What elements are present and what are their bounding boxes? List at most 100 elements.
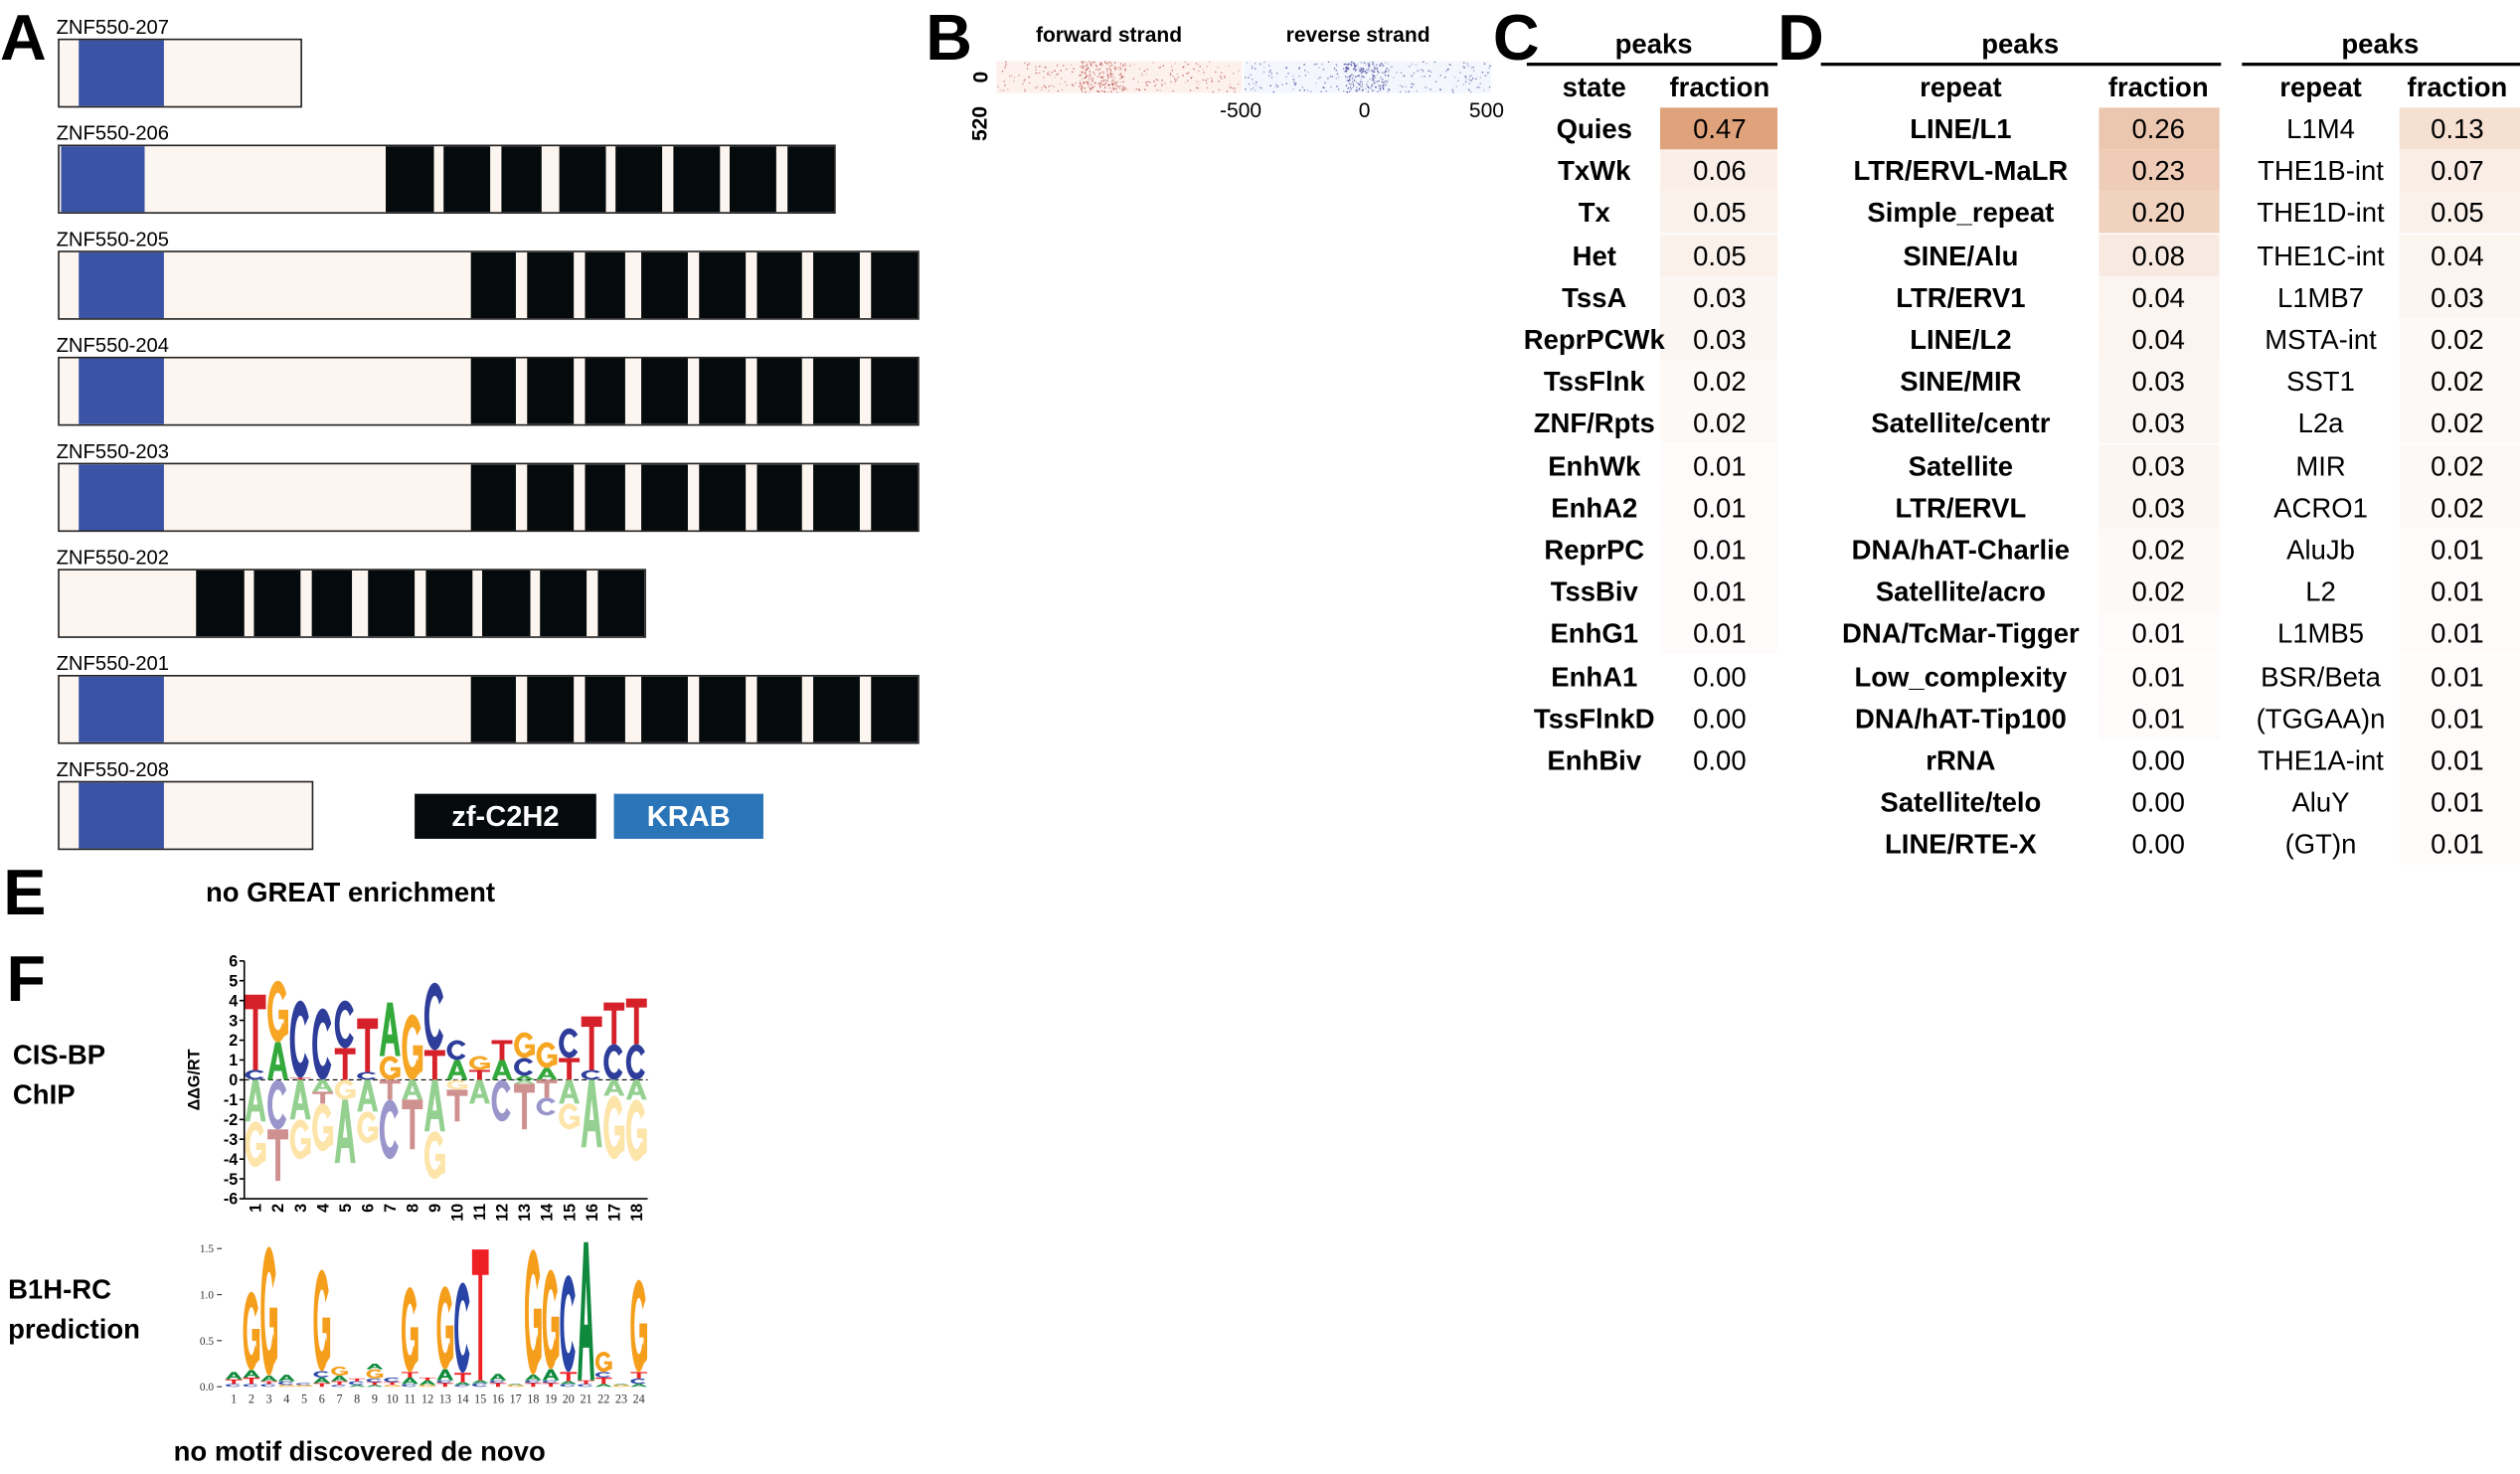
read-mark xyxy=(1352,81,1354,82)
row-label: MIR xyxy=(2295,450,2346,482)
read-mark xyxy=(1072,84,1075,86)
logo-letter-T xyxy=(402,1099,423,1150)
b1h-motif-logo: 1.51.00.50.01 2 3 4 5 6 7 8 9 10 11 12 13 14 15 16 17 18 1… xyxy=(200,1241,648,1405)
read-mark xyxy=(1463,67,1465,69)
read-mark xyxy=(1345,76,1347,78)
fraction-heat-cell xyxy=(1660,528,1778,571)
logo-letter-G xyxy=(419,1385,436,1388)
fraction-heat-cell xyxy=(2399,612,2520,655)
krab-domain xyxy=(79,251,164,319)
logo-letter-T xyxy=(225,1379,243,1385)
read-mark xyxy=(1043,77,1045,79)
read-mark xyxy=(1424,86,1427,88)
read-mark xyxy=(1387,63,1389,65)
read-mark xyxy=(1315,82,1317,84)
logo-letter-G xyxy=(446,1079,468,1090)
logo-letter-C xyxy=(489,1380,505,1384)
row-label: SST1 xyxy=(2286,366,2355,398)
fraction-value: 0.00 xyxy=(1693,745,1747,776)
read-mark xyxy=(1198,70,1200,73)
x-tick-label: 12 xyxy=(494,1204,512,1222)
row-label: Het xyxy=(1572,240,1616,271)
read-mark xyxy=(1347,75,1350,78)
read-mark xyxy=(1111,83,1114,85)
read-mark xyxy=(1352,75,1354,77)
read-mark xyxy=(1433,61,1436,64)
read-mark xyxy=(1112,81,1114,82)
x-tick-label: 2 xyxy=(249,1392,254,1405)
logo-letter-G xyxy=(313,1269,331,1372)
logo-letter-G xyxy=(295,1385,313,1388)
read-mark xyxy=(1359,83,1361,85)
read-mark xyxy=(1102,71,1104,73)
logo-letter-A xyxy=(436,1369,454,1381)
zf-linker xyxy=(472,570,483,637)
row-label: Satellite/centr xyxy=(1871,409,2051,439)
read-mark xyxy=(1447,68,1449,71)
protein-bar xyxy=(58,356,920,426)
panel-label-b: B xyxy=(925,3,972,75)
read-mark xyxy=(1364,70,1367,73)
x-tick-minus-500: -500 xyxy=(1220,97,1262,122)
read-mark xyxy=(1371,84,1373,86)
logo-letter-C xyxy=(401,1384,418,1388)
read-mark xyxy=(1119,67,1121,69)
read-mark xyxy=(1373,70,1375,73)
read-mark xyxy=(1119,78,1121,80)
logo-letter-T xyxy=(243,1377,260,1385)
fraction-value: 0.01 xyxy=(1693,619,1747,650)
read-mark xyxy=(1189,89,1192,91)
fraction-value: 0.03 xyxy=(2131,409,2185,439)
read-mark xyxy=(1102,81,1104,82)
read-mark xyxy=(1347,64,1349,67)
read-mark xyxy=(1260,86,1262,89)
group-header: peaks xyxy=(1981,29,2060,60)
read-mark xyxy=(1029,82,1031,84)
read-mark xyxy=(1373,79,1375,81)
logo-letter-T xyxy=(379,1079,401,1100)
read-mark xyxy=(1382,83,1385,86)
logo-letter-A xyxy=(612,1384,630,1386)
y-tick-label: 3 xyxy=(229,1012,238,1030)
read-mark xyxy=(1386,68,1388,70)
read-mark xyxy=(1089,80,1091,82)
zf-linker xyxy=(687,676,700,742)
read-mark xyxy=(1396,72,1398,74)
read-mark xyxy=(1024,88,1026,90)
read-mark xyxy=(1448,64,1450,66)
read-mark xyxy=(1169,75,1172,77)
read-mark xyxy=(1089,70,1092,73)
read-mark xyxy=(1226,90,1229,92)
fraction-value: 0.02 xyxy=(2431,409,2484,439)
read-mark xyxy=(1357,75,1359,78)
logo-letter-G xyxy=(625,1099,647,1162)
read-mark xyxy=(1093,84,1095,87)
read-mark xyxy=(1054,70,1056,73)
logo-letter-C xyxy=(260,1384,276,1388)
read-mark xyxy=(1117,69,1120,71)
read-mark xyxy=(1428,75,1431,78)
logo-letter-T xyxy=(245,994,266,1070)
fraction-heat-cell xyxy=(1660,444,1778,487)
row-label: LTR/ERVL-MaLR xyxy=(1853,156,2069,187)
read-mark xyxy=(1382,79,1384,81)
read-mark xyxy=(1379,64,1382,66)
read-mark xyxy=(1333,68,1336,70)
logo-letter-C xyxy=(559,1028,579,1059)
read-mark xyxy=(1182,75,1184,77)
read-mark xyxy=(1045,86,1047,88)
read-mark xyxy=(1035,72,1037,75)
read-mark xyxy=(1115,85,1117,87)
row-label: EnhBiv xyxy=(1547,745,1642,776)
read-mark xyxy=(1110,80,1113,82)
read-mark xyxy=(1388,69,1390,71)
read-mark xyxy=(1383,72,1385,74)
logo-letter-T xyxy=(581,1016,602,1070)
read-mark xyxy=(1269,84,1271,86)
read-mark xyxy=(1380,76,1382,79)
krab-domain xyxy=(79,40,164,106)
logo-letter-A xyxy=(419,1380,436,1386)
protein-name: ZNF550-208 xyxy=(56,758,170,781)
read-mark xyxy=(1361,89,1363,91)
read-mark xyxy=(1122,65,1124,67)
